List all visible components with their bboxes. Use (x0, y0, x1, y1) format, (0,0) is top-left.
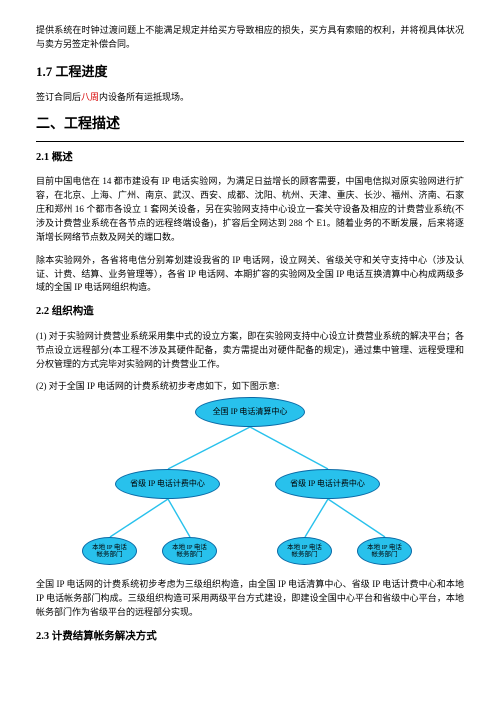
para-1-7: 签订合同后八周内设备所有运抵现场。 (36, 91, 464, 105)
heading-2-3: 2.3 计费结算帐务解决方式 (36, 629, 464, 645)
para-2-1-b: 除本实验网外，各省将电信分别筹划建设我省的 IP 电话网，设立网关、省级关守和关… (36, 254, 464, 296)
intro-para: 提供系统在时钟过渡问题上不能满足规定并给买方导致相应的损失，买方具有索赔的权利，… (36, 24, 464, 52)
para-2-2-b: (2) 对于全国 IP 电话网的计费系统初步考虑如下，如下图示意: (36, 380, 464, 394)
para-2-2-a: (1) 对于实验网计费营业系统采用集中式的设立方案，即在实验网支持中心设立计费营… (36, 330, 464, 372)
s17-pre: 签订合同后 (36, 92, 81, 102)
heading-2-1: 2.1 概述 (36, 150, 464, 166)
para-2-1-a: 目前中国电信在 14 都市建设有 IP 电话实验网，为满足日益增长的顾客需要，中… (36, 175, 464, 245)
heading-2: 二、工程描述 (36, 114, 464, 136)
s17-post: 内设备所有运抵现场。 (99, 92, 189, 102)
heading-1-7: 1.7 工程进度 (36, 62, 464, 82)
section-rule (36, 141, 464, 142)
para-2-2-c: 全国 IP 电话网的计费系统初步考虑为三级组织构造，由全国 IP 电话清算中心、… (36, 578, 464, 620)
heading-2-2: 2.2 组织构造 (36, 304, 464, 320)
s17-red: 八周 (81, 92, 99, 102)
org-diagram: 全国 IP 电话清算中心省级 IP 电话计费中心省级 IP 电话计费中心本地 I… (40, 397, 460, 572)
